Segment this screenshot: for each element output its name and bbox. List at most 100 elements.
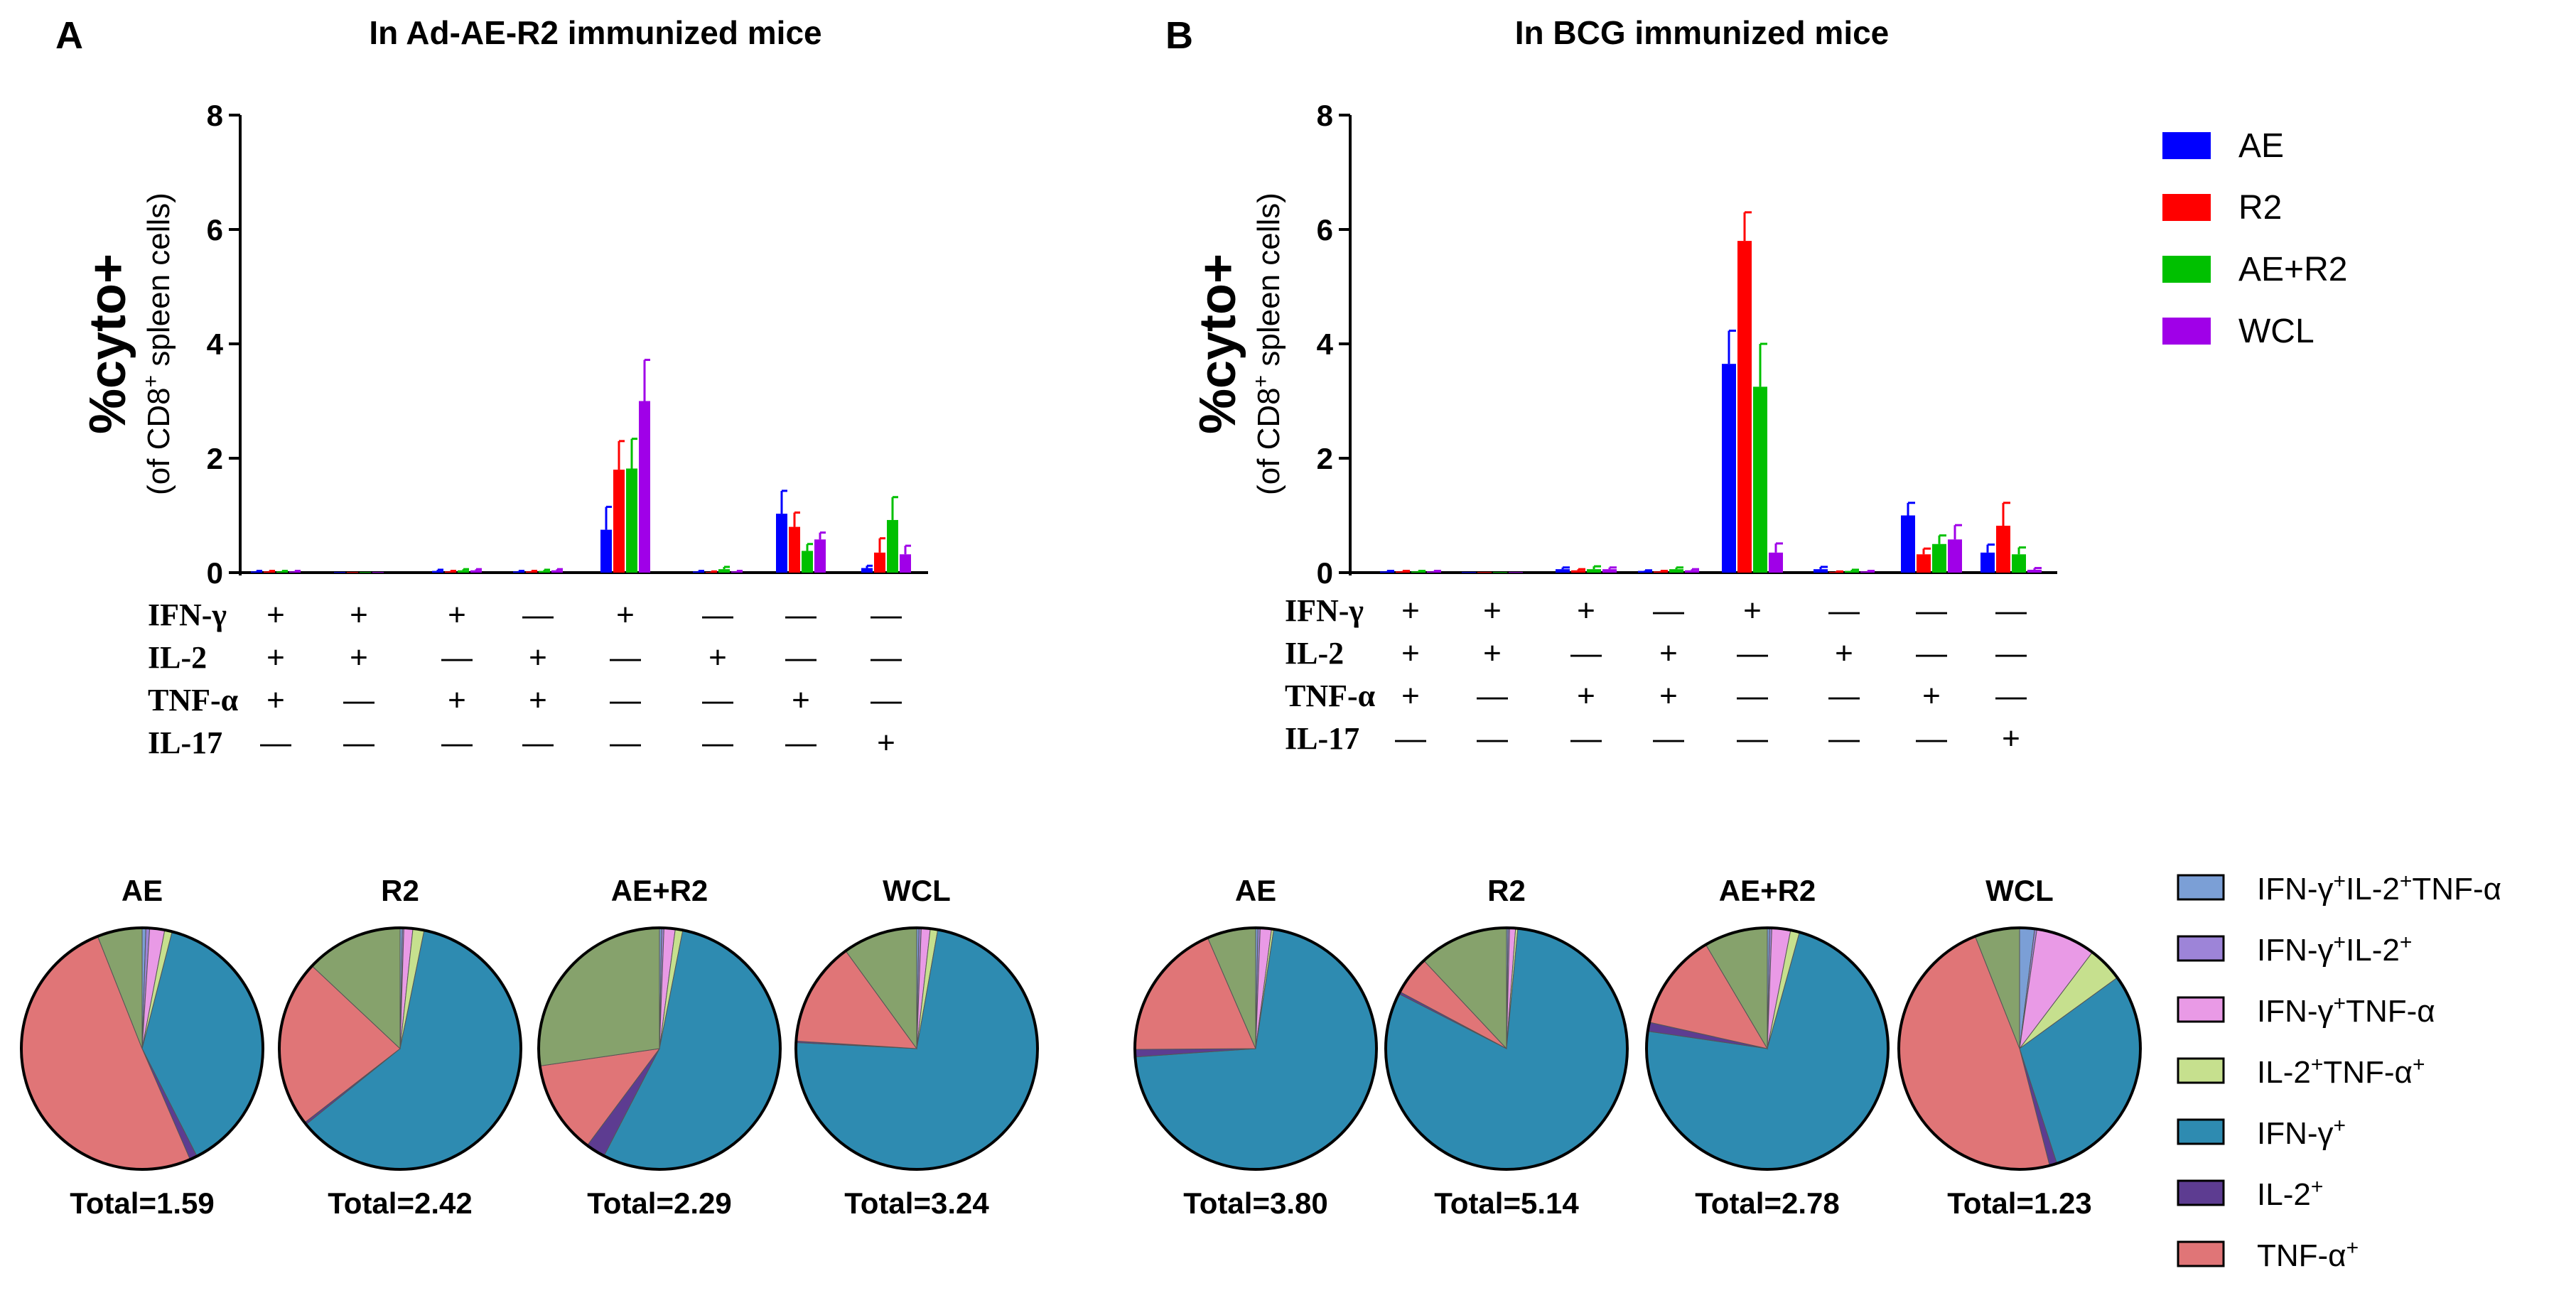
chart-title: In Ad-AE-R2 immunized mice [369,14,821,51]
bar-ae-7 [1980,552,1995,573]
bar-r2-7 [1996,525,2010,573]
combination-mark: + [266,683,285,718]
y-tick-label: 8 [207,99,223,132]
combination-mark: — [441,725,473,760]
pie-title: R2 [381,874,419,907]
pie-legend-label-6: TNF-α+ [2257,1236,2359,1273]
combination-mark: — [1570,636,1602,671]
pie-outline [1897,926,2142,1171]
legend-swatch-wcl [2162,318,2211,345]
pie-outline [537,926,782,1171]
bar-ae-4 [1722,364,1736,573]
combination-mark: — [702,597,733,632]
superscript: + [2311,1175,2324,1199]
row-label: IL-2 [148,640,207,675]
y-tick-label: 8 [1317,99,1333,132]
y-axis-sublabel-text: (of CD8 [141,387,176,495]
row-label: IL-17 [1285,721,1359,756]
y-axis-label: %cyto+ [80,254,136,434]
bar-ae-plus-r2-3 [539,570,550,573]
bar-r2-6 [789,526,800,573]
y-tick-label: 2 [207,442,223,475]
combination-mark: + [877,725,895,760]
combination-mark: + [2002,721,2020,756]
pie-title: AE+R2 [611,874,708,907]
row-label: IFN-γ [148,597,227,632]
combination-mark: — [871,640,902,675]
combination-mark: + [1922,678,1941,713]
combination-mark: + [448,597,466,632]
pie-charts-a: AE Total=1.59 R2 Total=2.42 AE+R2 Total=2.29 W… [20,874,1039,1220]
combination-mark: — [343,683,374,718]
combination-mark: — [871,683,902,718]
pie-outline [278,926,522,1171]
label-text: IL-2 [2257,1055,2311,1090]
combination-mark: — [343,725,374,760]
y-tick-label: 6 [207,213,223,247]
pie-title: AE+R2 [1719,874,1816,907]
superscript: + [2413,1053,2425,1076]
legend-label: AE [2238,127,2284,165]
row-label: IFN-γ [1285,593,1364,628]
combination-mark: — [260,725,291,760]
combination-mark: + [266,640,285,675]
bar-ae-plus-r2-4 [626,468,637,573]
bar-ae-1 [1462,572,1476,573]
combination-mark: — [1995,636,2027,671]
bar-ae-plus-r2-0 [276,571,288,573]
bar-ae-plus-r2-1 [360,572,371,573]
bar-wcl-3 [1685,570,1699,573]
combination-mark: — [1477,721,1508,756]
bar-ae-0 [251,571,262,573]
superscript: + [2334,931,2346,954]
pie-legend-label-0: IFN-γ+IL-2+TNF-α [2257,870,2501,907]
y-axis-sublabel-sup: + [139,375,163,388]
y-axis-sublabel-tail: spleen cells) [141,193,176,375]
y-tick-label: 0 [207,556,223,590]
y-axis-sublabel-text: (of CD8 [1251,387,1286,495]
combination-mark: + [1659,678,1678,713]
label-text: IL-2 [2346,933,2400,968]
y-axis-sublabel: (of CD8+ spleen cells) [1249,193,1286,495]
bar-ae-plus-r2-7 [887,519,898,573]
row-label: IL-2 [1285,636,1344,671]
combination-mark: + [1835,636,1853,671]
pie-legend-swatch-4 [2177,1118,2225,1145]
bar-ae-1 [334,572,345,573]
combination-mark: — [1828,721,1860,756]
label-text: TNF-α [2323,1055,2413,1090]
combination-mark: — [702,725,733,760]
bar-chart-a: In Ad-AE-R2 immunized mice 0 2 4 6 8 %cyto+(of… [80,14,928,760]
row-label: TNF-α [1285,678,1376,713]
pie-legend-label-4: IFN-γ+ [2257,1114,2346,1151]
combination-mark: — [1828,678,1860,713]
row-label: IL-17 [148,725,222,760]
y-tick-label: 2 [1317,442,1333,475]
pie-total: Total=2.29 [587,1186,731,1220]
combination-mark: — [522,597,554,632]
combination-mark: — [441,640,473,675]
bar-r2-2 [1571,570,1585,573]
y-axis-sublabel-sup: + [1249,375,1273,388]
bar-ae-5 [693,571,704,573]
combination-mark: + [1577,593,1595,628]
bar-ae-plus-r2-1 [1493,572,1507,573]
combination-mark: — [1828,593,1860,628]
bar-ae-plus-r2-2 [1587,569,1601,573]
pie-legend-swatch-5 [2177,1179,2225,1206]
combination-mark: — [610,725,641,760]
combination-mark: — [1395,721,1426,756]
combination-mark: — [1916,721,1947,756]
bar-ae-5 [1814,569,1828,573]
pie-legend-swatch-0 [2177,874,2225,901]
combination-mark: — [1570,721,1602,756]
legend-swatch-ae [2162,132,2211,159]
superscript: + [2334,992,2346,1015]
bar-r2-1 [1477,572,1492,573]
superscript: + [2311,1053,2324,1076]
pie-legend-swatch-1 [2177,935,2225,962]
superscript: + [2400,870,2413,893]
combination-mark: + [616,597,635,632]
pie-outline [20,926,264,1171]
